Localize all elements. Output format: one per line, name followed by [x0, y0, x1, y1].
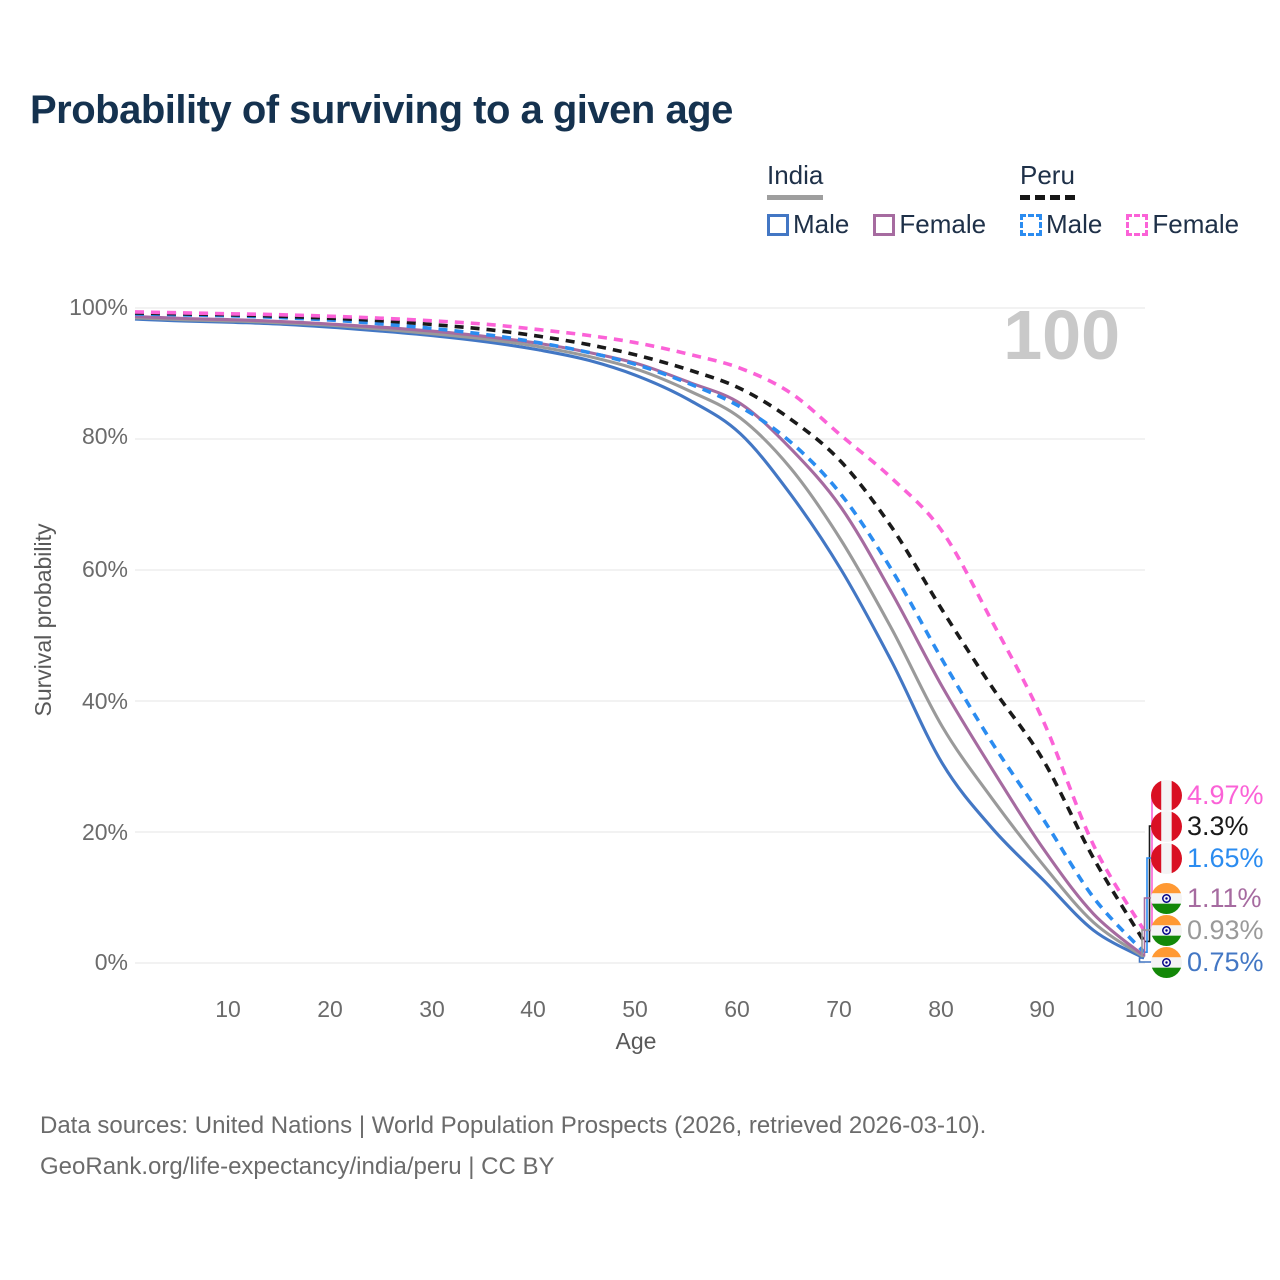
legend-swatch-india-female[interactable]	[873, 213, 896, 236]
x-tick-80: 80	[928, 996, 954, 1022]
end-label-value: 0.75%	[1187, 946, 1264, 977]
x-tick-60: 60	[724, 996, 750, 1022]
legend-india-female-label[interactable]: Female	[899, 209, 987, 239]
end-label-value: 3.3%	[1187, 810, 1249, 841]
y-tick-0: 0%	[94, 949, 128, 975]
y-axis-title: Survival probability	[30, 523, 56, 717]
peru-flag-icon	[1151, 810, 1182, 842]
end-label-value: 1.11%	[1187, 882, 1262, 913]
page-title: Probability of surviving to a given age	[30, 88, 733, 132]
x-tick-20: 20	[317, 996, 343, 1022]
legend-group-peru: Peru Male Female	[1020, 160, 1239, 240]
footer-sources: Data sources: United Nations | World Pop…	[40, 1112, 987, 1139]
x-tick-50: 50	[622, 996, 648, 1022]
x-axis-title: Age	[615, 1028, 657, 1054]
legend-peru-female-label[interactable]: Female	[1152, 209, 1240, 239]
peru-flag-icon	[1151, 842, 1182, 874]
x-tick-70: 70	[826, 996, 852, 1022]
end-label-value: 0.93%	[1187, 914, 1264, 945]
footer: Data sources: United Nations | World Pop…	[40, 1106, 986, 1188]
x-tick-90: 90	[1029, 996, 1055, 1022]
india-flag-icon	[1151, 882, 1182, 914]
x-tick-30: 30	[419, 996, 445, 1022]
y-tick-80: 80%	[81, 423, 128, 449]
x-tick-10: 10	[215, 996, 241, 1022]
hovered-age-watermark: 100	[1003, 296, 1120, 374]
legend-swatch-peru-female[interactable]	[1126, 213, 1149, 236]
india-flag-icon	[1151, 914, 1182, 946]
legend-group-india: India Male Female	[767, 160, 986, 240]
legend-peru-title[interactable]: Peru	[1020, 160, 1075, 200]
end-label-value: 1.65%	[1187, 842, 1264, 873]
legend-india-male-label[interactable]: Male	[793, 209, 850, 239]
legend-india-title[interactable]: India	[767, 160, 824, 200]
end-label-peru-both[interactable]: 3.3%	[1151, 809, 1249, 843]
india-flag-icon	[1151, 946, 1182, 978]
end-label-india-both[interactable]: 0.93%	[1151, 913, 1264, 947]
y-tick-100: 100%	[69, 294, 128, 320]
end-label-peru-female[interactable]: 4.97%	[1151, 778, 1264, 812]
y-tick-40: 40%	[81, 688, 128, 714]
end-label-india-female[interactable]: 1.11%	[1151, 881, 1262, 915]
x-tick-100: 100	[1124, 996, 1164, 1022]
footer-link: GeoRank.org/life-expectancy/india/peru |…	[40, 1152, 555, 1180]
legend-swatch-india-male[interactable]	[767, 213, 789, 236]
end-label-india-male[interactable]: 0.75%	[1151, 945, 1264, 979]
end-label-value: 4.97%	[1187, 779, 1264, 810]
y-tick-60: 60%	[81, 556, 128, 582]
end-label-peru-male[interactable]: 1.65%	[1151, 841, 1264, 875]
legend-swatch-peru-male[interactable]	[1020, 213, 1042, 236]
y-tick-20: 20%	[81, 819, 128, 845]
x-tick-40: 40	[520, 996, 546, 1022]
legend-peru-male-label[interactable]: Male	[1046, 209, 1103, 239]
peru-flag-icon	[1151, 779, 1182, 811]
